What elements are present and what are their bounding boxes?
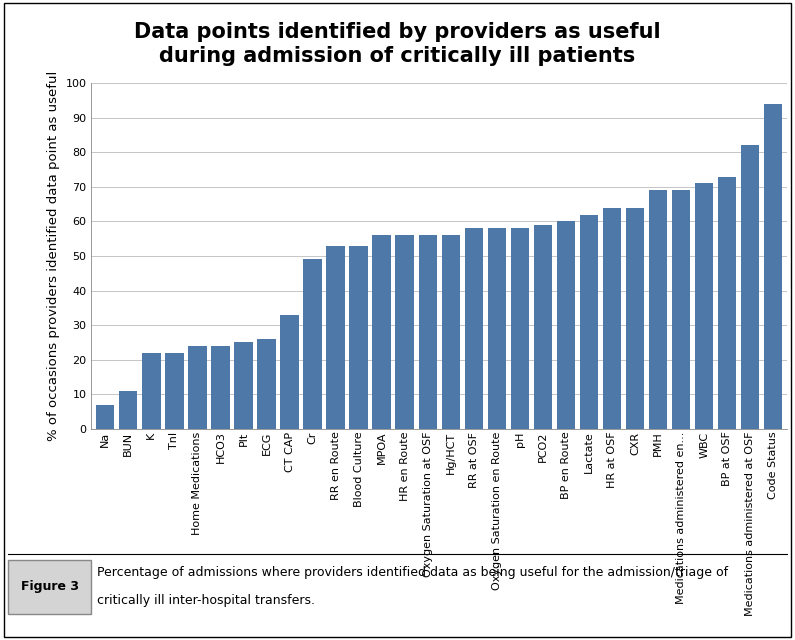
Bar bbox=[764, 104, 782, 429]
Bar bbox=[211, 346, 230, 429]
Bar bbox=[533, 225, 552, 429]
Bar bbox=[741, 145, 759, 429]
Bar bbox=[188, 346, 207, 429]
Bar bbox=[281, 315, 299, 429]
Bar bbox=[235, 342, 253, 429]
Bar bbox=[96, 404, 114, 429]
Bar bbox=[372, 236, 391, 429]
Bar bbox=[441, 236, 460, 429]
Bar bbox=[718, 177, 736, 429]
Bar bbox=[464, 228, 483, 429]
Bar bbox=[649, 190, 667, 429]
Bar bbox=[142, 353, 161, 429]
Bar bbox=[119, 391, 138, 429]
Bar bbox=[304, 259, 322, 429]
Bar bbox=[327, 246, 345, 429]
Bar bbox=[603, 207, 621, 429]
Bar bbox=[695, 184, 713, 429]
Text: Data points identified by providers as useful
during admission of critically ill: Data points identified by providers as u… bbox=[134, 22, 661, 66]
Bar bbox=[258, 339, 276, 429]
Bar bbox=[350, 246, 368, 429]
Bar bbox=[418, 236, 437, 429]
Bar bbox=[510, 228, 529, 429]
Y-axis label: % of occasions providers identified data point as useful: % of occasions providers identified data… bbox=[47, 71, 60, 441]
Bar bbox=[580, 214, 598, 429]
Bar bbox=[487, 228, 506, 429]
Bar bbox=[165, 353, 184, 429]
Bar bbox=[395, 236, 414, 429]
Bar bbox=[626, 207, 644, 429]
Bar bbox=[556, 221, 575, 429]
Text: Percentage of admissions where providers identified data as being useful for the: Percentage of admissions where providers… bbox=[97, 566, 728, 579]
Text: critically ill inter-hospital transfers.: critically ill inter-hospital transfers. bbox=[97, 594, 315, 607]
Text: Figure 3: Figure 3 bbox=[21, 580, 79, 593]
Bar bbox=[672, 190, 690, 429]
